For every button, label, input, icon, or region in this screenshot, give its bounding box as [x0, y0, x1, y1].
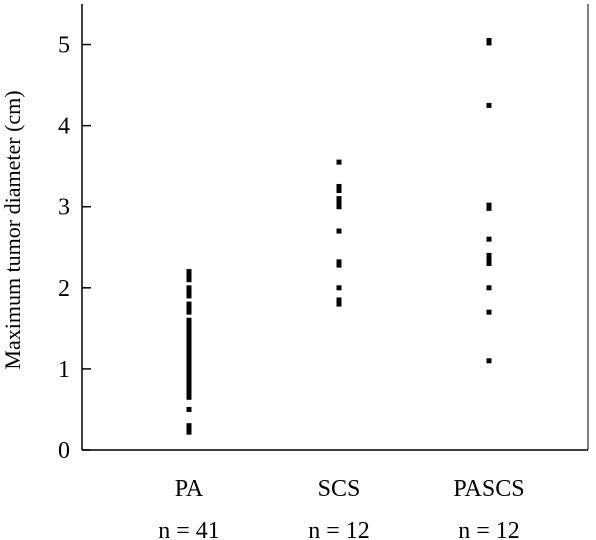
- x-tick-label: PASCS: [453, 476, 524, 502]
- data-point-pa: [186, 317, 192, 323]
- sample-size-label: n = 12: [308, 518, 370, 540]
- data-point-pa: [186, 293, 192, 299]
- data-point-pa: [186, 333, 192, 339]
- data-point-scs: [336, 301, 342, 307]
- data-point-pa: [186, 390, 192, 396]
- data-point-pa: [186, 358, 192, 364]
- y-tick-label: 1: [58, 357, 70, 383]
- data-point-pa: [186, 378, 192, 384]
- plot-frame: [81, 4, 589, 451]
- data-point-scs: [336, 196, 342, 202]
- data-point-pa: [186, 285, 192, 291]
- data-point-scs: [336, 228, 342, 234]
- data-point-pascs: [486, 202, 492, 208]
- data-point-pa: [186, 273, 192, 279]
- data-point-pa: [186, 429, 192, 435]
- data-point-pa: [186, 269, 192, 275]
- data-points: [186, 37, 492, 435]
- y-axis-title: Maximum tumor diameter (cm): [0, 90, 25, 369]
- data-point-pascs: [486, 256, 492, 262]
- data-point-scs: [336, 188, 342, 194]
- data-point-pascs: [486, 309, 492, 315]
- data-point-pa: [186, 346, 192, 352]
- data-point-pa: [186, 329, 192, 335]
- x-axis: PA n = 41 SCS n = 12 PASCS n = 12: [158, 476, 524, 540]
- data-point-pascs: [486, 205, 492, 211]
- data-point-pa: [186, 277, 192, 283]
- data-point-scs: [336, 262, 342, 268]
- y-tick-label: 0: [58, 438, 70, 464]
- data-point-scs: [336, 200, 342, 206]
- data-point-scs: [336, 259, 342, 265]
- data-point-pascs: [486, 102, 492, 108]
- y-tick-label: 3: [58, 195, 70, 221]
- data-point-scs: [336, 159, 342, 165]
- x-tick-label: PA: [175, 476, 204, 502]
- y-tick-label: 2: [58, 276, 70, 302]
- sample-size-label: n = 12: [458, 518, 520, 540]
- sample-size-label: n = 41: [158, 518, 220, 540]
- data-point-pascs: [486, 358, 492, 364]
- data-point-pa: [186, 289, 192, 295]
- data-point-pascs: [486, 252, 492, 258]
- data-point-scs: [336, 297, 342, 303]
- x-tick-label: SCS: [318, 476, 361, 502]
- data-point-pascs: [486, 285, 492, 291]
- y-tick-label: 4: [58, 114, 70, 140]
- data-point-pa: [186, 362, 192, 368]
- data-point-pa: [186, 406, 192, 412]
- data-point-pa: [186, 325, 192, 331]
- y-tick-label: 5: [58, 33, 70, 59]
- data-point-pa: [186, 321, 192, 327]
- data-point-pa: [186, 305, 192, 311]
- data-point-pa: [186, 309, 192, 315]
- data-point-pa: [186, 342, 192, 348]
- data-point-scs: [336, 285, 342, 291]
- y-axis: 0 1 2 3 4 5: [58, 33, 91, 464]
- data-point-pa: [186, 394, 192, 400]
- data-point-pa: [186, 370, 192, 376]
- data-point-pascs: [486, 236, 492, 242]
- data-point-pascs: [486, 260, 492, 266]
- data-point-scs: [336, 183, 342, 189]
- data-point-pa: [186, 354, 192, 360]
- data-point-pascs: [486, 40, 492, 46]
- data-point-scs: [336, 204, 342, 210]
